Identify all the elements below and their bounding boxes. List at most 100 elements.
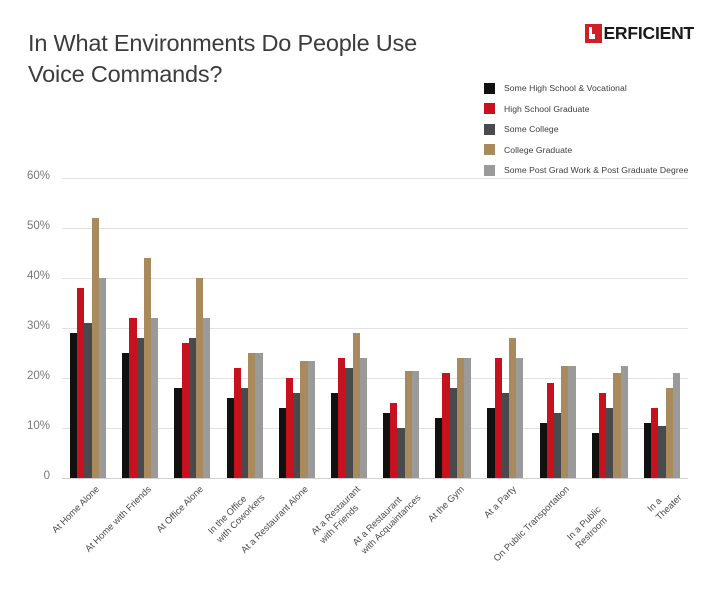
bar [390, 403, 398, 478]
bar [285, 378, 294, 478]
bar [233, 368, 241, 478]
y-axis-tick-label: 50% [26, 220, 50, 232]
bar [658, 425, 666, 478]
bar [487, 408, 495, 478]
legend-label: Some High School & Vocational [504, 83, 627, 94]
bar [174, 388, 182, 478]
x-axis-tick-label: At Office Alone [155, 484, 206, 535]
bar [561, 365, 569, 478]
bar [307, 360, 315, 478]
bar-group [591, 178, 628, 478]
chart-header: In What Environments Do People Use Voice… [0, 0, 720, 100]
legend-label: Some College [504, 124, 559, 135]
bar [203, 318, 211, 478]
bar [181, 343, 189, 478]
bar [122, 353, 130, 478]
bar [226, 398, 234, 478]
bar [84, 323, 92, 478]
bar [359, 358, 367, 478]
bar-group [122, 178, 159, 478]
legend-swatch-icon [484, 103, 495, 115]
gridline [62, 428, 688, 429]
x-axis-tick-label: In a Theater [645, 492, 684, 522]
bar [143, 258, 152, 478]
bar-group [278, 178, 315, 478]
bar [188, 338, 196, 478]
bar [591, 433, 599, 478]
bar-group [435, 178, 472, 478]
legend-label: Some Post Grad Work & Post Graduate Degr… [504, 165, 689, 176]
bar [136, 338, 144, 478]
bar [397, 428, 405, 478]
bar [553, 413, 562, 478]
y-axis-tick-label: 20% [26, 370, 50, 382]
x-axis-tick-label: At the Gym [426, 484, 467, 524]
bar [449, 388, 457, 478]
bar [300, 360, 308, 478]
perficient-p-icon [585, 23, 603, 43]
bar [442, 373, 450, 478]
bar [435, 418, 443, 478]
chart-legend: Some High School & Vocational High School… [484, 78, 704, 181]
bar-group [226, 178, 263, 478]
bar [70, 333, 78, 478]
bar-groups [62, 178, 688, 478]
legend-swatch-icon [484, 82, 495, 94]
gridline [62, 178, 688, 179]
y-axis-tick-label: 0 [43, 470, 50, 482]
legend-item: Some High School & Vocational [484, 78, 704, 99]
bar [345, 368, 353, 478]
chart-plot-area: 0 10% 20% 30% 40% 50% 60% [27, 170, 688, 482]
bar-group [330, 178, 367, 478]
bar [338, 358, 346, 478]
bar [352, 333, 360, 478]
y-axis: 0 10% 20% 30% 40% 50% 60% [27, 170, 688, 482]
bar [383, 413, 391, 478]
bar [665, 388, 673, 478]
x-axis-tick-label: In a Public Restroom [564, 504, 609, 551]
bar [77, 288, 85, 478]
bar [606, 408, 614, 478]
x-axis-tick-label: At a Party [482, 484, 519, 520]
bar-group [487, 178, 524, 478]
legend-label: High School Graduate [504, 103, 590, 114]
legend-swatch-icon [484, 144, 495, 156]
bar [613, 373, 621, 478]
bar [293, 393, 301, 478]
bar [91, 218, 99, 478]
x-axis-tick-label: At Home Alone [50, 484, 102, 535]
bar [620, 365, 628, 478]
bar [240, 388, 249, 478]
y-axis-tick-label: 30% [26, 320, 50, 332]
gridline [62, 278, 688, 279]
bar-group [174, 178, 211, 478]
bar-group [383, 178, 420, 478]
bar [546, 383, 554, 478]
bar [539, 423, 547, 478]
bar [151, 318, 159, 478]
gridline [62, 228, 688, 229]
bar [501, 393, 509, 478]
legend-swatch-icon [484, 123, 495, 135]
bar [516, 358, 524, 478]
bar-group [539, 178, 576, 478]
y-axis-tick-label: 10% [26, 420, 50, 432]
bar [404, 370, 412, 478]
perficient-logo: ERFICIENT [585, 22, 694, 44]
bar [509, 338, 517, 478]
y-axis-tick-label: 40% [26, 270, 50, 282]
bar [255, 353, 263, 478]
bar [643, 423, 652, 478]
bar [330, 393, 339, 478]
bar-group [70, 178, 107, 478]
bar [248, 353, 256, 478]
bar [598, 393, 607, 478]
bar-group [643, 178, 680, 478]
bar [129, 318, 137, 478]
legend-item: Some College [484, 119, 704, 140]
bar [651, 408, 659, 478]
legend-item: College Graduate [484, 140, 704, 161]
legend-item: High School Graduate [484, 99, 704, 120]
legend-item: Some Post Grad Work & Post Graduate Degr… [484, 160, 704, 181]
bar [456, 358, 465, 478]
